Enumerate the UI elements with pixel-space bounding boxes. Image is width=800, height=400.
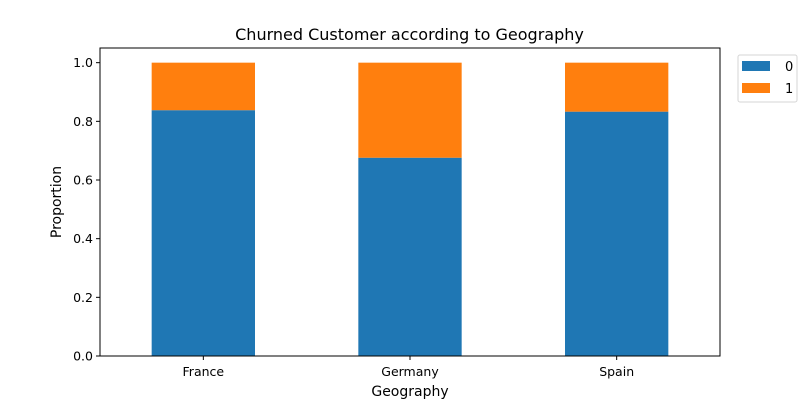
y-tick-label: 0.6 (73, 173, 93, 188)
y-tick-label: 0.0 (73, 349, 93, 364)
bar-spain-series-1 (565, 62, 669, 112)
y-tick-label: 0.4 (73, 231, 93, 246)
legend-swatch-series-1 (742, 83, 770, 93)
y-axis-label: Proportion (49, 166, 65, 238)
legend-label-series-1: 1 (785, 82, 793, 97)
y-tick-label: 1.0 (73, 55, 93, 70)
legend-swatch-series-0 (742, 61, 770, 71)
y-tick-label: 0.8 (73, 114, 93, 129)
x-axis: France Germany Spain (183, 356, 634, 379)
legend-label-series-0: 0 (785, 60, 793, 75)
x-tick-label-france: France (183, 364, 225, 379)
x-tick-label-spain: Spain (599, 364, 634, 379)
chart-title: Churned Customer according to Geography (235, 25, 584, 44)
bar-spain-series-0 (565, 111, 669, 356)
bar-france-series-0 (151, 110, 255, 356)
y-axis: 0.0 0.2 0.4 0.6 0.8 1.0 (73, 55, 100, 364)
x-tick-label-germany: Germany (381, 364, 439, 379)
bars-group (151, 62, 669, 356)
legend: 01 (737, 54, 798, 103)
bar-france-series-1 (151, 62, 255, 111)
bar-germany-series-0 (358, 157, 462, 356)
y-tick-label: 0.2 (73, 290, 93, 305)
bar-germany-series-1 (358, 62, 462, 158)
x-axis-label: Geography (371, 384, 448, 400)
